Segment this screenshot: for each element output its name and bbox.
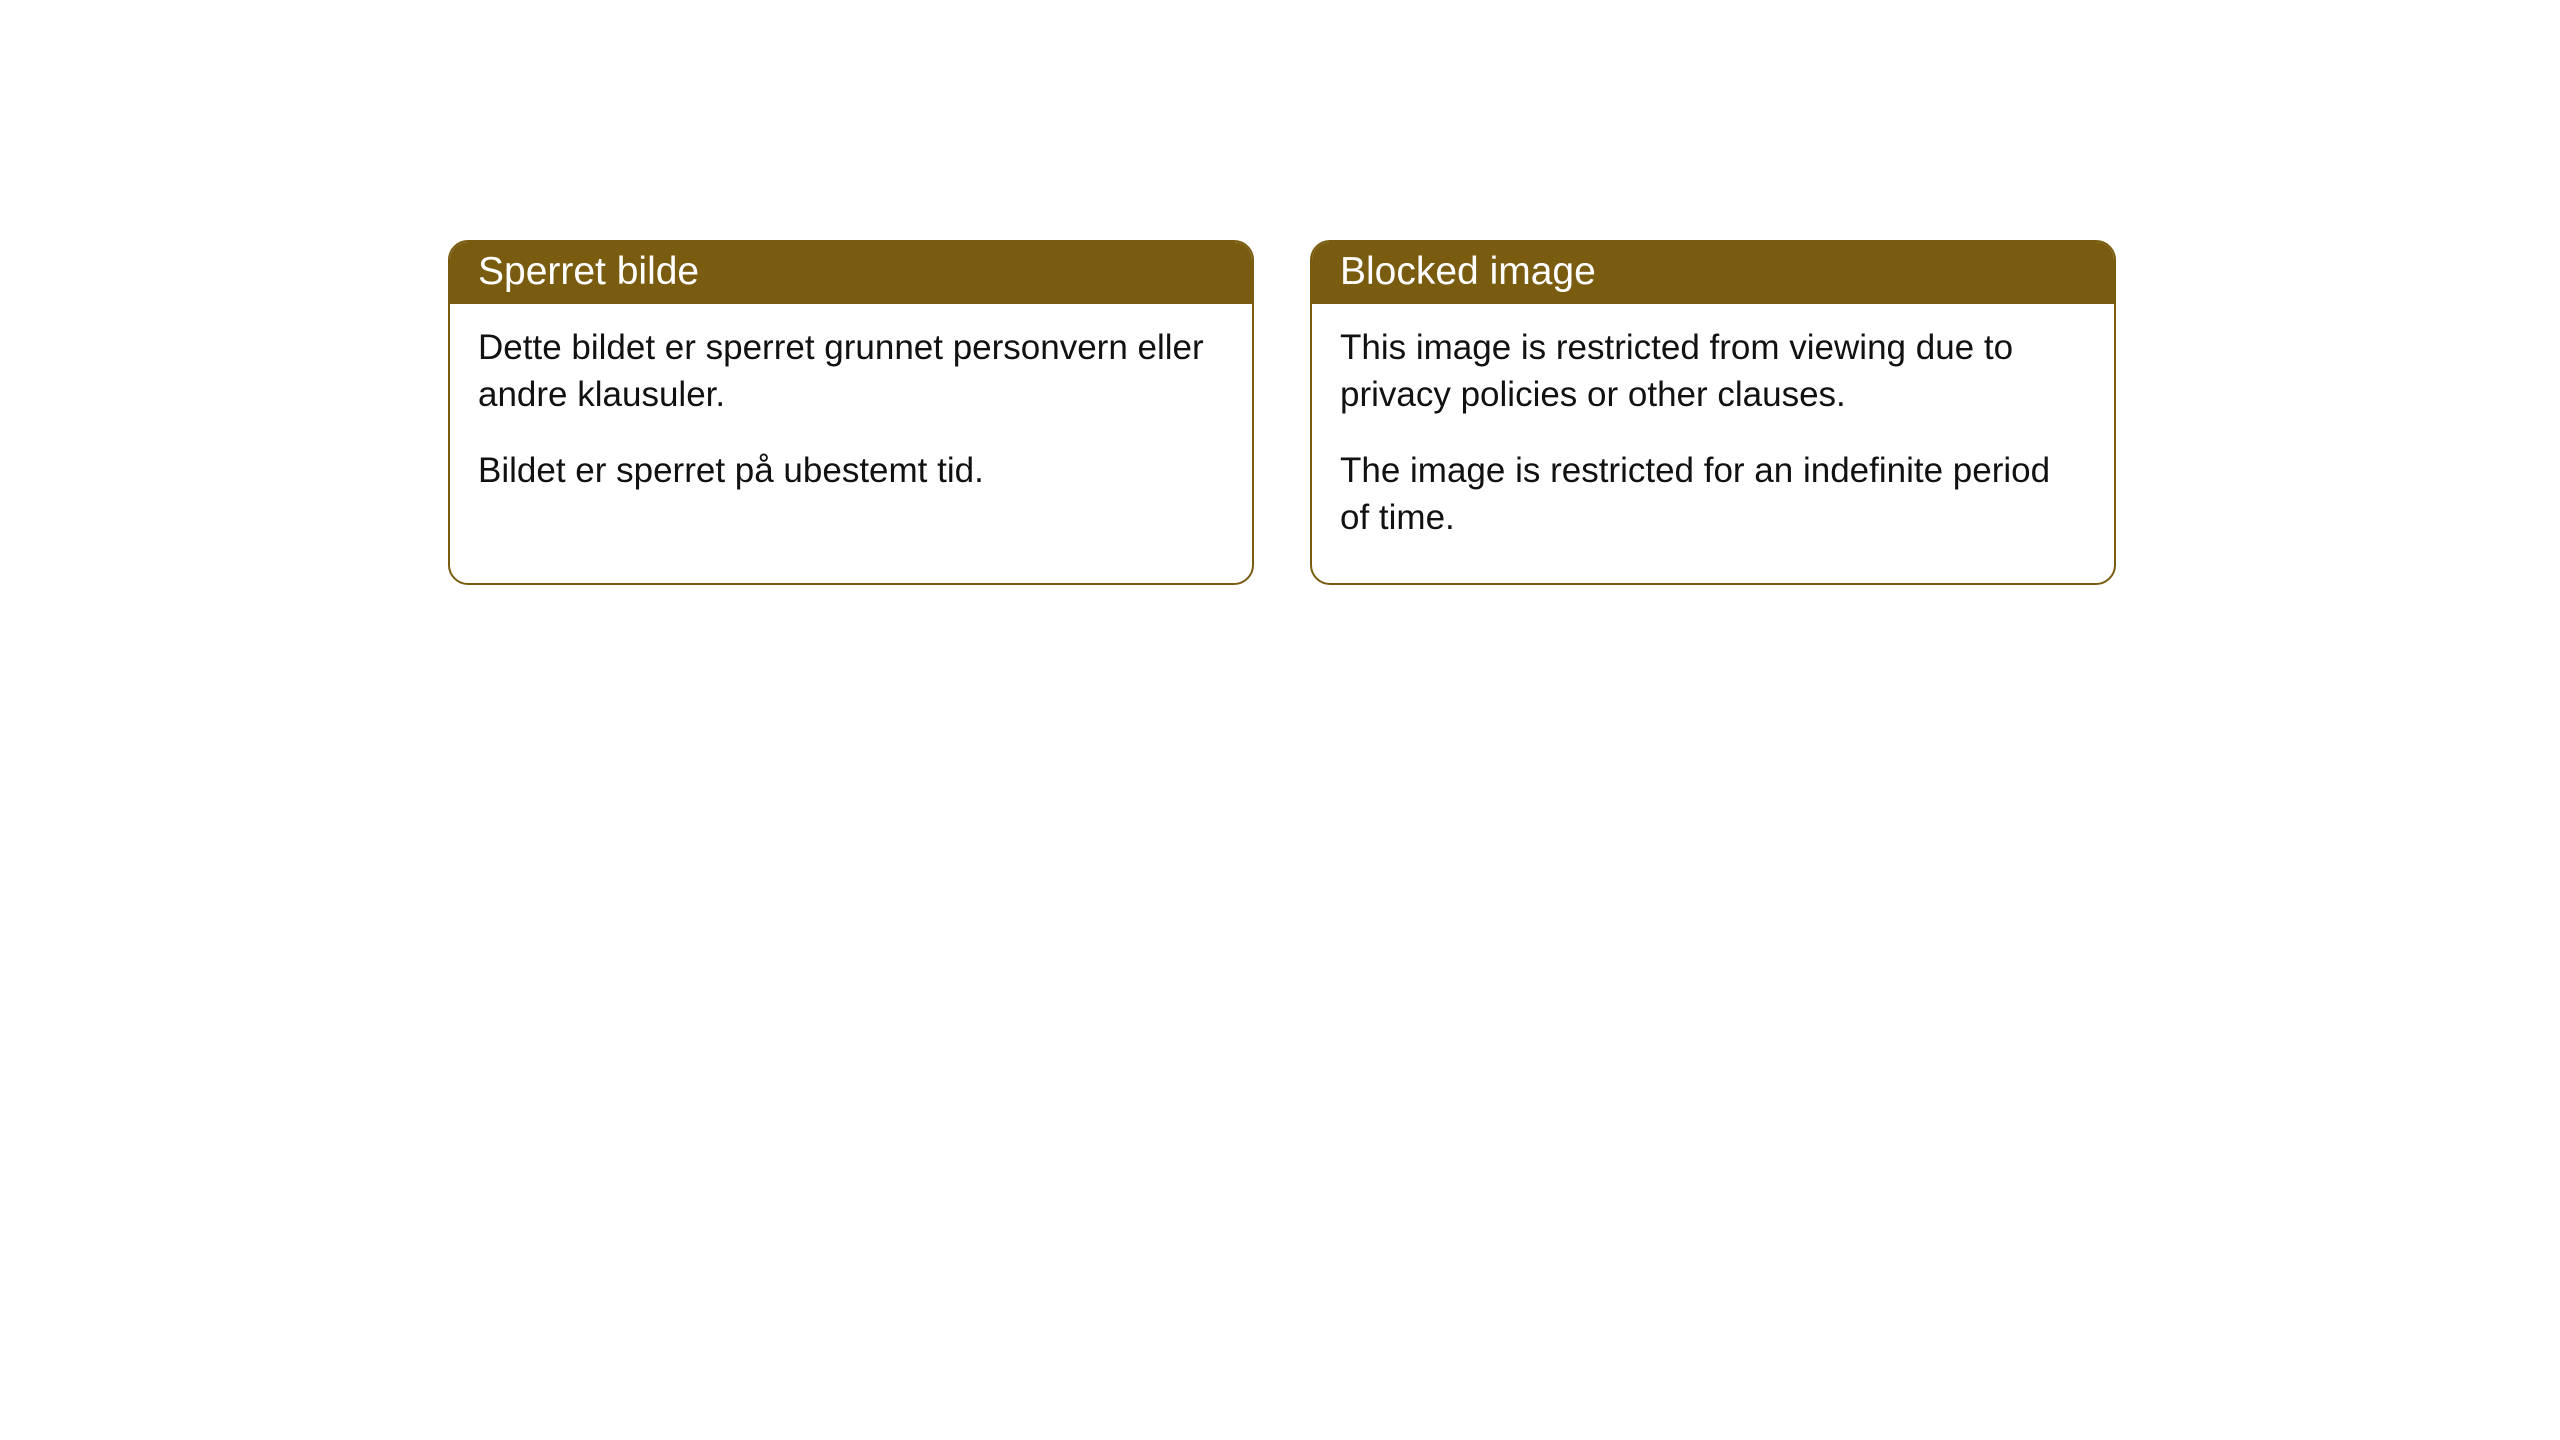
blocked-image-card-english: Blocked image This image is restricted f… [1310, 240, 2116, 585]
card-header-english: Blocked image [1312, 242, 2114, 304]
cards-container: Sperret bilde Dette bildet er sperret gr… [0, 0, 2560, 585]
blocked-image-card-norwegian: Sperret bilde Dette bildet er sperret gr… [448, 240, 1254, 585]
card-paragraph-1-english: This image is restricted from viewing du… [1340, 324, 2086, 419]
card-paragraph-2-norwegian: Bildet er sperret på ubestemt tid. [478, 447, 1224, 494]
card-body-english: This image is restricted from viewing du… [1312, 304, 2114, 583]
card-title-english: Blocked image [1340, 250, 1596, 293]
card-body-norwegian: Dette bildet er sperret grunnet personve… [450, 304, 1252, 536]
card-title-norwegian: Sperret bilde [478, 250, 699, 293]
card-paragraph-2-english: The image is restricted for an indefinit… [1340, 447, 2086, 542]
card-paragraph-1-norwegian: Dette bildet er sperret grunnet personve… [478, 324, 1224, 419]
card-header-norwegian: Sperret bilde [450, 242, 1252, 304]
